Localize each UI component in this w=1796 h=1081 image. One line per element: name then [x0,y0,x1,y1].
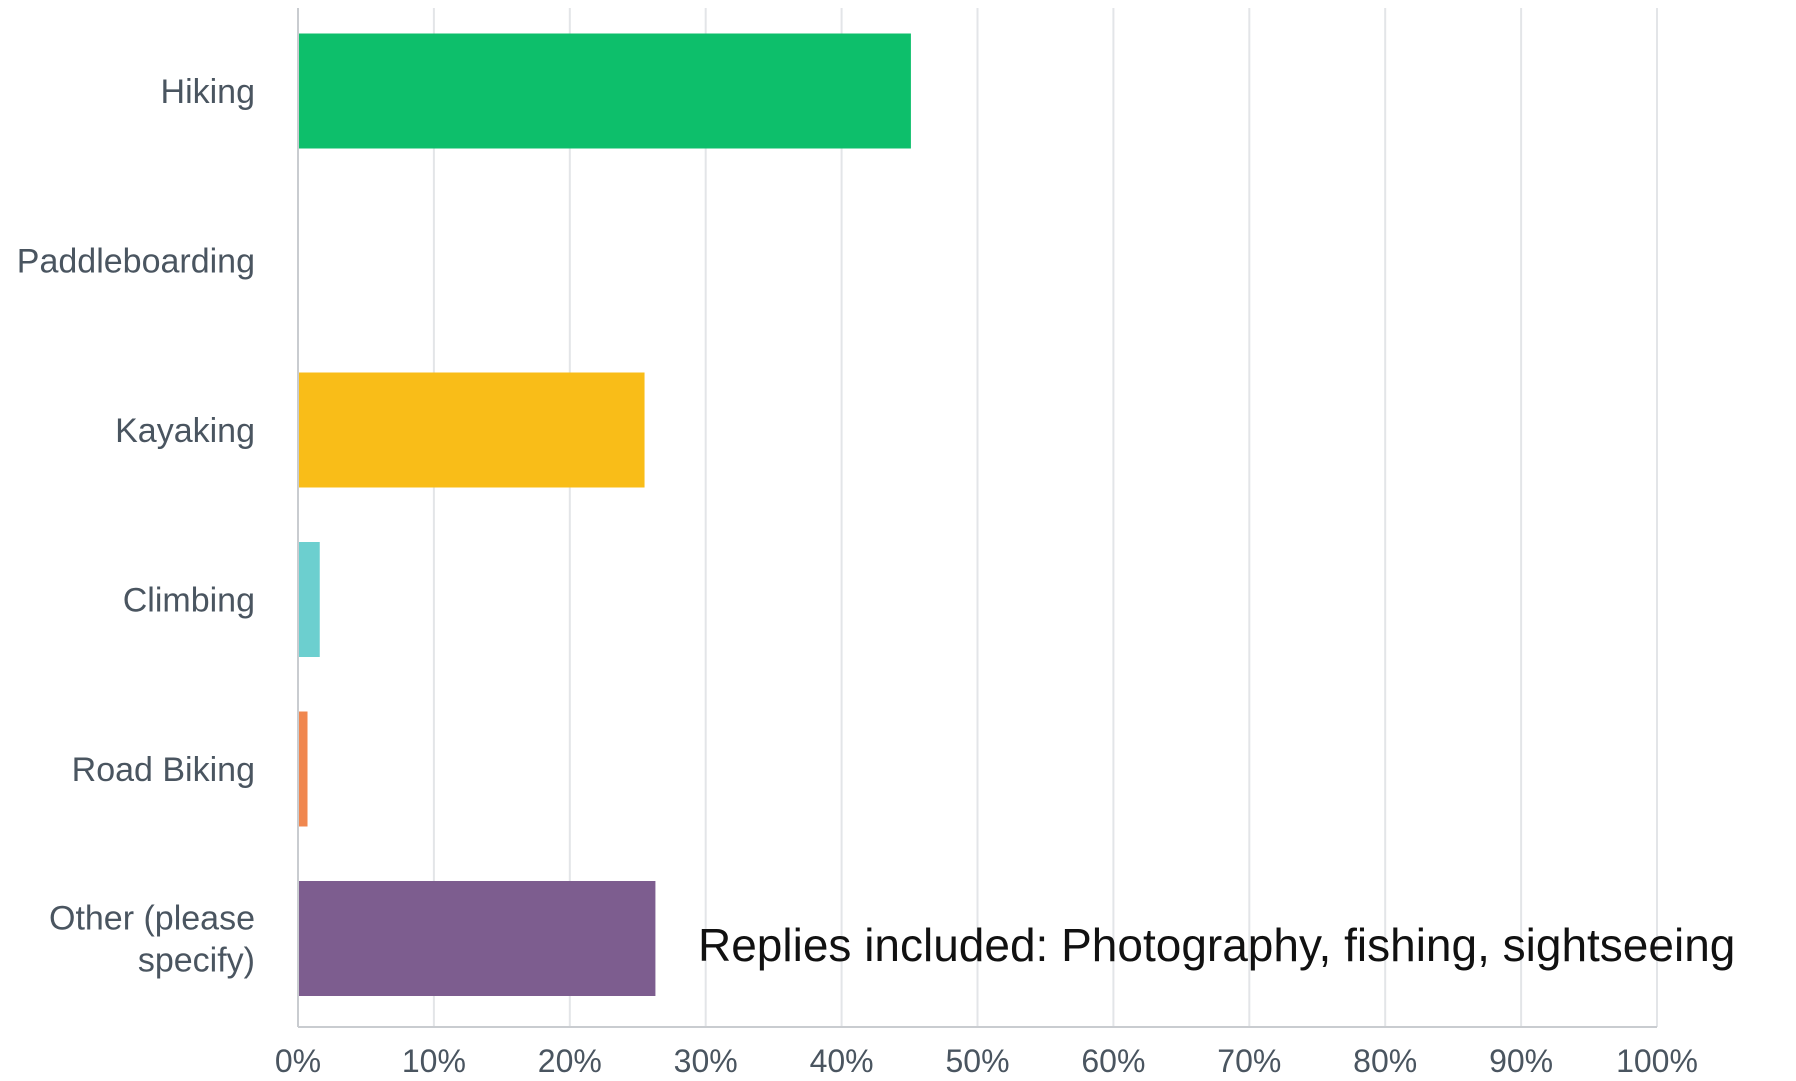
bar [299,711,308,827]
gridlines [432,8,1658,1027]
annotation-text: Replies included: Photography, fishing, … [698,919,1735,971]
x-tick-labels: 0% 10% 20% 30% 40% 50% 60% 70% 80% 90% 100% [275,1043,1698,1079]
category-label: Other (please [49,900,255,938]
x-tick-label: 30% [674,1043,738,1079]
bar [299,372,645,488]
bar [299,881,656,996]
x-tick-label: 50% [945,1043,1009,1079]
x-tick-label: 0% [275,1043,321,1079]
category-label: Kayaking [115,412,255,450]
x-tick-label: 80% [1353,1043,1417,1079]
category-label: Hiking [161,73,255,111]
category-label: Paddleboarding [17,243,255,281]
x-tick-label: 10% [402,1043,466,1079]
category-label: Road Biking [72,751,255,789]
x-tick-label: 60% [1081,1043,1145,1079]
bar [299,33,911,149]
bars [299,33,911,996]
bar [299,542,320,657]
x-tick-label: 40% [810,1043,874,1079]
x-tick-label: 90% [1489,1043,1553,1079]
category-label: specify) [138,942,255,980]
x-tick-label: 100% [1616,1043,1698,1079]
category-labels: Hiking Paddleboarding Kayaking Climbing Road… [17,73,255,980]
x-tick-label: 20% [538,1043,602,1079]
category-label: Climbing [123,582,255,620]
x-tick-label: 70% [1217,1043,1281,1079]
